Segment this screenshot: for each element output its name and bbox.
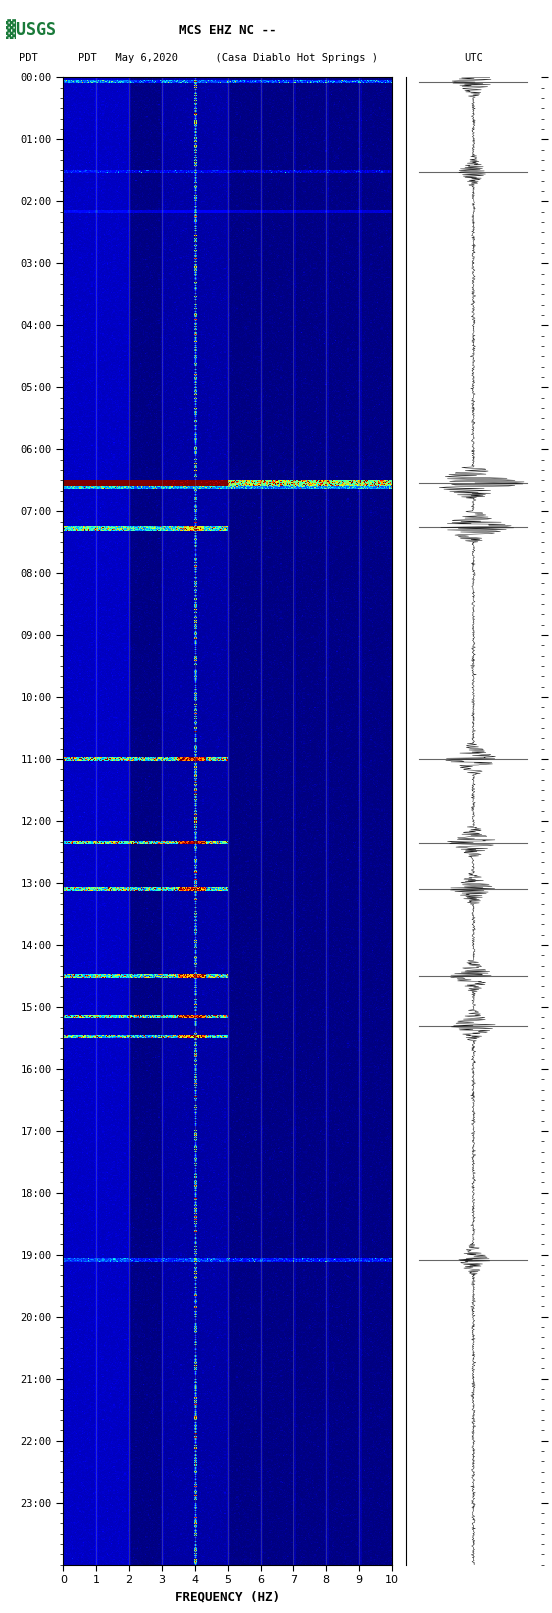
Text: PDT   May 6,2020      (Casa Diablo Hot Springs ): PDT May 6,2020 (Casa Diablo Hot Springs … xyxy=(78,53,378,63)
Text: MCS EHZ NC --: MCS EHZ NC -- xyxy=(179,24,277,37)
X-axis label: FREQUENCY (HZ): FREQUENCY (HZ) xyxy=(175,1590,280,1603)
Text: UTC: UTC xyxy=(464,53,482,63)
Text: PDT: PDT xyxy=(19,53,38,63)
Text: ▓USGS: ▓USGS xyxy=(6,19,56,39)
